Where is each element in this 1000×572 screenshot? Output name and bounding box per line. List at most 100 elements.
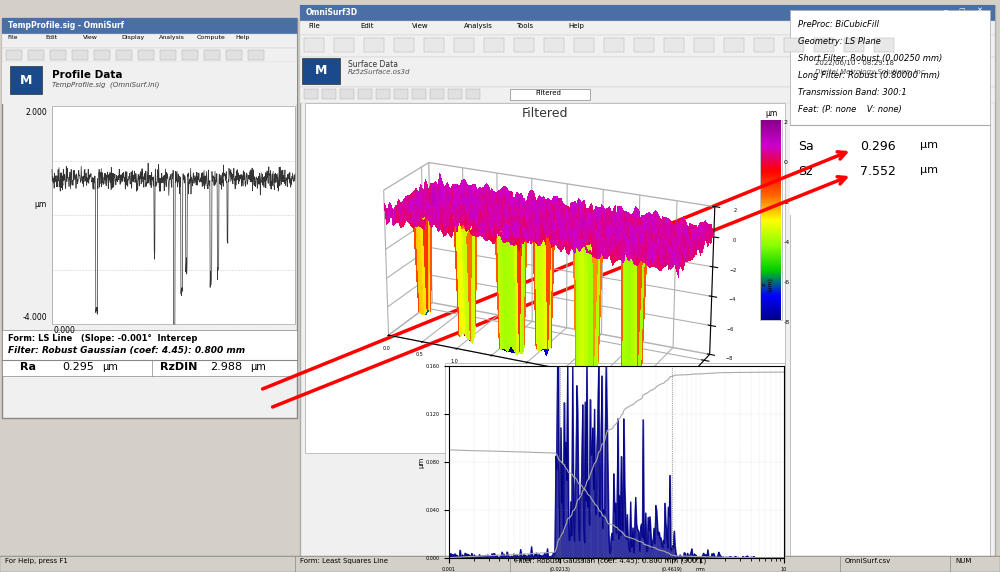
Bar [761,314,781,315]
Bar [761,299,781,300]
Bar [761,173,781,174]
Bar [844,38,864,52]
Bar [761,309,781,310]
Bar [116,50,132,60]
Bar [761,199,781,200]
Text: □: □ [959,8,965,14]
Bar [694,38,714,52]
Text: 0.295: 0.295 [62,362,94,372]
Text: Ra: Ra [20,362,36,372]
Bar [761,175,781,176]
Bar [761,275,781,276]
Bar [761,243,781,244]
Text: File: File [7,35,18,40]
Bar [160,50,176,60]
FancyArrowPatch shape [263,152,846,389]
Bar [761,154,781,155]
Bar [761,276,781,277]
Bar [2,48,297,62]
Bar [10,66,42,94]
Bar [761,157,781,158]
Bar [761,292,781,293]
Text: ✕: ✕ [976,8,982,14]
Bar [761,283,781,284]
Bar [761,248,781,249]
Text: Tools: Tools [516,23,533,29]
Bar [761,261,781,262]
Bar [761,259,781,260]
Bar [412,89,426,99]
Bar [761,293,781,294]
Text: μm: μm [920,165,938,175]
Bar [761,204,781,205]
Bar [2,34,297,48]
Bar [761,197,781,198]
Bar [761,221,781,222]
Bar [761,231,781,232]
Bar [761,268,781,269]
Text: TempProfile.sig  (OmniSurf.ini): TempProfile.sig (OmniSurf.ini) [52,82,159,89]
Bar [761,142,781,143]
Bar [761,161,781,162]
Bar [761,140,781,141]
Bar [761,228,781,229]
Bar [761,287,781,288]
Bar [761,315,781,316]
Text: μm: μm [250,362,266,372]
Bar [424,38,444,52]
Bar [634,38,654,52]
Bar [322,89,336,99]
Bar [761,282,781,283]
Bar [394,89,408,99]
Bar [761,177,781,178]
Bar [761,122,781,123]
Bar [484,38,504,52]
Bar [604,38,624,52]
Text: 2.000: 2.000 [25,108,47,117]
Bar [761,241,781,242]
Bar [761,170,781,171]
Text: 0.000: 0.000 [54,326,76,335]
X-axis label: x (mm): x (mm) [509,388,532,397]
Bar [761,153,781,154]
Bar [248,50,264,60]
Bar [182,50,198,60]
Bar [514,38,534,52]
Bar [761,316,781,317]
Bar [761,300,781,301]
Text: Short Filter: Robust (0.00250 mm): Short Filter: Robust (0.00250 mm) [798,54,942,63]
Text: -4: -4 [784,240,790,245]
Bar [300,5,995,21]
Bar [761,305,781,306]
Bar [761,229,781,230]
Text: TempProfile.sig - OmniSurf: TempProfile.sig - OmniSurf [8,21,124,30]
Bar [761,237,781,238]
Bar [761,183,781,184]
Bar [761,121,781,122]
Bar [2,330,297,376]
Bar [761,144,781,145]
Bar [761,213,781,214]
Text: For Help, press F1: For Help, press F1 [5,558,68,564]
Bar [761,134,781,135]
Text: -4.000: -4.000 [22,313,47,322]
Text: Display: Display [121,35,144,40]
Bar [761,191,781,192]
Bar [761,301,781,302]
Bar [761,294,781,295]
Bar [761,239,781,240]
Bar [761,149,781,150]
Bar [761,200,781,201]
Bar [761,306,781,307]
Text: M: M [315,65,327,77]
Bar [50,50,66,60]
Bar [761,156,781,157]
Bar [761,136,781,137]
Text: -6: -6 [784,280,790,285]
Bar [761,163,781,164]
Bar [761,152,781,153]
Bar [761,220,781,221]
Bar [454,38,474,52]
Text: 7.552: 7.552 [860,165,896,178]
Text: 2022/06/10 - 08:29:18: 2022/06/10 - 08:29:18 [815,60,894,66]
